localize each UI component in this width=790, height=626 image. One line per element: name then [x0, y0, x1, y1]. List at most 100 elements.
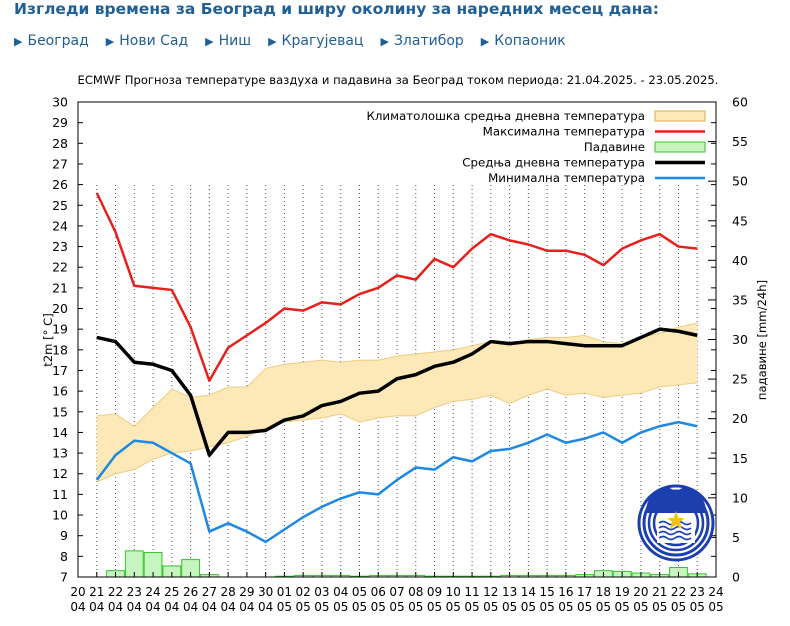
- arrow-right-icon: ▶: [14, 35, 23, 48]
- x-tick-day: 18: [596, 585, 611, 599]
- x-tick-day: 14: [521, 585, 536, 599]
- legend-label: Максимална температура: [483, 125, 645, 139]
- series-line-min: [95, 420, 698, 544]
- y2-tick-label: 15: [732, 451, 748, 466]
- y-axis-label: t2m [° C]: [41, 313, 55, 367]
- y-tick-label: 10: [52, 508, 68, 523]
- x-tick-day: 08: [408, 585, 423, 599]
- clim-band: [96, 322, 698, 482]
- legend-label: Падавине: [584, 140, 645, 154]
- y-tick-label: 20: [52, 301, 68, 316]
- y2-tick-label: 40: [732, 253, 748, 268]
- city-link-0[interactable]: ▶ Београд: [14, 33, 89, 49]
- x-tick-day: 26: [183, 585, 198, 599]
- city-link-label: Београд: [27, 33, 89, 49]
- x-tick-day: 24: [708, 585, 723, 599]
- x-tick-month: 04: [220, 600, 235, 614]
- y2-tick-label: 20: [732, 411, 748, 426]
- y-tick-label: 12: [52, 466, 68, 481]
- x-tick-day: 22: [108, 585, 123, 599]
- x-tick-month: 05: [671, 600, 686, 614]
- x-tick-month: 05: [446, 600, 461, 614]
- x-tick-day: 21: [652, 585, 667, 599]
- x-tick-day: 22: [671, 585, 686, 599]
- x-tick-month: 05: [652, 600, 667, 614]
- y-tick-label: 16: [52, 384, 68, 399]
- x-tick-day: 20: [633, 585, 648, 599]
- y-tick-label: 17: [52, 363, 68, 378]
- x-tick-month: 05: [633, 600, 648, 614]
- y2-axis-label: падавине [mm/24h]: [755, 280, 769, 400]
- x-tick-day: 19: [615, 585, 630, 599]
- x-tick-month: 05: [558, 600, 573, 614]
- x-tick-day: 25: [164, 585, 179, 599]
- arrow-right-icon: ▶: [480, 35, 490, 48]
- x-tick-day: 09: [427, 585, 442, 599]
- y-tick-label: 14: [52, 425, 68, 440]
- x-tick-day: 23: [127, 585, 142, 599]
- y-tick-label: 13: [52, 446, 68, 461]
- city-link-2[interactable]: ▶ Ниш: [205, 33, 251, 49]
- x-tick-month: 05: [596, 600, 611, 614]
- x-tick-day: 20: [70, 585, 85, 599]
- x-tick-day: 12: [483, 585, 498, 599]
- arrow-right-icon: ▶: [105, 35, 115, 48]
- x-tick-day: 15: [539, 585, 554, 599]
- city-link-label: Златибор: [393, 33, 464, 49]
- y-tick-label: 18: [52, 342, 68, 357]
- x-tick-day: 07: [389, 585, 404, 599]
- y2-tick-label: 30: [732, 332, 748, 347]
- x-tick-day: 28: [220, 585, 235, 599]
- y-tick-label: 11: [52, 487, 68, 502]
- page-title: Изгледи времена за Београд и ширу околин…: [14, 0, 659, 18]
- x-tick-day: 17: [577, 585, 592, 599]
- y2-tick-label: 0: [732, 570, 740, 585]
- legend-label: Средња дневна температура: [462, 156, 645, 170]
- x-tick-month: 04: [145, 600, 160, 614]
- x-tick-month: 05: [427, 600, 442, 614]
- x-tick-day: 21: [89, 585, 104, 599]
- x-tick-month: 04: [108, 600, 123, 614]
- city-link-label: Ниш: [218, 33, 252, 49]
- x-tick-month: 04: [183, 600, 198, 614]
- series-line-max: [95, 192, 698, 383]
- city-link-3[interactable]: ▶ Крагујевац: [268, 33, 363, 49]
- x-tick-day: 05: [352, 585, 367, 599]
- x-tick-month: 04: [164, 600, 179, 614]
- clim-band-lower: [96, 382, 698, 483]
- x-tick-month: 05: [708, 600, 723, 614]
- city-nav: ▶ Београд ▶ Нови Сад ▶ Ниш ▶ Крагујевац ▶ Златибо…: [14, 33, 583, 51]
- y-tick-label: 22: [52, 260, 68, 275]
- x-tick-day: 16: [558, 585, 573, 599]
- x-tick-month: 05: [352, 600, 367, 614]
- y-tick-label: 30: [52, 95, 68, 110]
- x-tick-month: 05: [277, 600, 292, 614]
- arrow-right-icon: ▶: [380, 35, 389, 48]
- x-tick-month: 05: [502, 600, 517, 614]
- x-tick-month: 04: [202, 600, 217, 614]
- y-tick-label: 15: [52, 404, 68, 419]
- x-tick-month: 04: [89, 600, 104, 614]
- legend-label: Минимална температура: [488, 171, 645, 185]
- y-tick-label: 26: [52, 177, 68, 192]
- y-tick-label: 25: [52, 198, 68, 213]
- arrow-right-icon: ▶: [205, 35, 214, 48]
- y-tick-label: 8: [60, 549, 68, 564]
- x-tick-month: 05: [483, 600, 498, 614]
- x-tick-day: 13: [502, 585, 517, 599]
- y2-tick-label: 5: [732, 530, 740, 545]
- x-tick-month: 05: [408, 600, 423, 614]
- x-tick-month: 05: [577, 600, 592, 614]
- x-tick-month: 05: [389, 600, 404, 614]
- city-link-5[interactable]: ▶ Копаоник: [481, 33, 566, 49]
- legend-label: Климатолошка средња дневна температура: [367, 109, 645, 123]
- y-tick-label: 9: [60, 528, 68, 543]
- city-link-4[interactable]: ▶ Златибор: [380, 33, 463, 49]
- y-tick-label: 21: [52, 280, 68, 295]
- y2-tick-label: 10: [732, 490, 748, 505]
- y-tick-label: 23: [52, 239, 68, 254]
- city-link-1[interactable]: ▶ Нови Сад: [106, 33, 188, 49]
- city-link-label: Нови Сад: [119, 33, 189, 49]
- x-tick-month: 05: [539, 600, 554, 614]
